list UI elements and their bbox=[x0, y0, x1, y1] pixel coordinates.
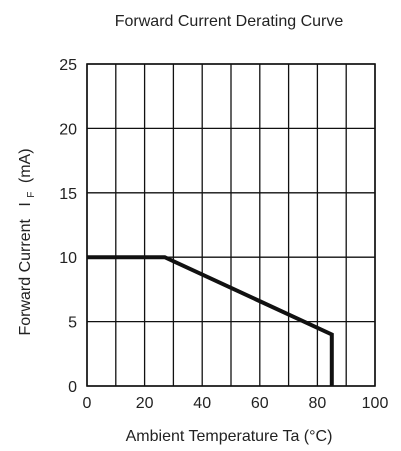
y-tick-labels: 0 5 10 15 20 25 bbox=[59, 57, 77, 396]
y-tick-label: 15 bbox=[59, 186, 77, 203]
y-tick-label: 20 bbox=[59, 121, 77, 138]
x-tick-label: 20 bbox=[136, 395, 154, 412]
y-tick-label: 25 bbox=[59, 57, 77, 74]
x-tick-labels: 0 20 40 60 80 100 bbox=[83, 395, 389, 412]
x-tick-label: 40 bbox=[193, 395, 211, 412]
x-tick-label: 100 bbox=[362, 395, 389, 412]
derating-curve-line bbox=[87, 255, 334, 386]
y-axis-label-subscript: F bbox=[26, 192, 37, 198]
y-axis-label-unit: (mA) bbox=[17, 148, 34, 183]
y-tick-label: 10 bbox=[59, 250, 77, 267]
y-axis-label: Forward Current I F (mA) bbox=[17, 148, 38, 335]
x-tick-label: 0 bbox=[83, 395, 92, 412]
y-axis-label-main: Forward Current bbox=[17, 219, 34, 336]
plot-frame bbox=[86, 63, 376, 387]
x-axis-label: Ambient Temperature Ta (°C) bbox=[126, 428, 333, 445]
x-tick-label: 80 bbox=[309, 395, 327, 412]
y-tick-label: 0 bbox=[68, 379, 77, 396]
chart-title: Forward Current Derating Curve bbox=[115, 13, 344, 30]
x-tick-label: 60 bbox=[251, 395, 269, 412]
y-tick-label: 5 bbox=[68, 315, 77, 332]
y-axis-label-symbol: I bbox=[17, 202, 34, 206]
series-layer bbox=[87, 255, 334, 386]
